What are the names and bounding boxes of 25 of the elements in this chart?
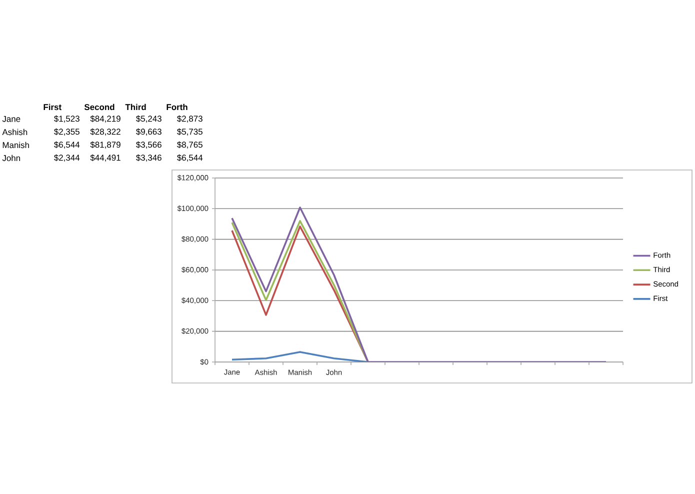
text: $1,523 — [54, 115, 80, 123]
text: $2,873 — [177, 115, 202, 123]
category-label: Jane — [2, 116, 20, 122]
text: $2,344 — [54, 154, 80, 162]
text: Third — [125, 104, 146, 110]
text: $81,879 — [90, 141, 120, 149]
category-label: Manish — [2, 142, 29, 148]
text: $2,355 — [54, 128, 80, 136]
text: $9,663 — [136, 128, 162, 136]
text: $5,243 — [136, 115, 162, 123]
text: First — [44, 104, 62, 110]
category-label: Ashish — [2, 128, 28, 136]
text: $6,544 — [177, 154, 203, 162]
text: $6,544 — [54, 141, 80, 149]
text: $3,566 — [136, 141, 162, 149]
category-label: John — [2, 154, 20, 162]
text: $5,735 — [177, 128, 202, 136]
text: Forth — [166, 104, 188, 110]
text: $3,346 — [136, 154, 162, 162]
text: $28,322 — [90, 128, 120, 136]
text: Second — [84, 104, 114, 110]
line-series — [231, 351, 369, 362]
text: $44,491 — [90, 154, 120, 162]
text: $8,765 — [177, 141, 202, 149]
text: $84,219 — [90, 115, 120, 123]
